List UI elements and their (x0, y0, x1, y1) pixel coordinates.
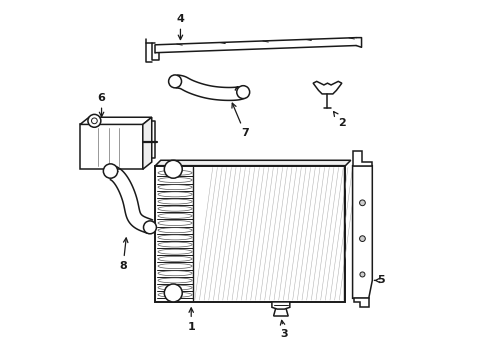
Circle shape (237, 86, 250, 99)
Polygon shape (353, 166, 372, 298)
Polygon shape (313, 81, 342, 94)
Circle shape (169, 75, 181, 88)
Polygon shape (155, 160, 351, 166)
Text: 6: 6 (98, 93, 105, 117)
Circle shape (164, 284, 182, 302)
Circle shape (103, 164, 118, 178)
Text: 1: 1 (187, 308, 195, 332)
Circle shape (360, 272, 365, 277)
Polygon shape (143, 117, 152, 169)
Polygon shape (354, 298, 368, 307)
Text: 5: 5 (375, 275, 385, 285)
Circle shape (164, 160, 182, 178)
Text: 4: 4 (176, 14, 184, 40)
Polygon shape (272, 302, 290, 309)
Polygon shape (80, 117, 152, 125)
Text: 3: 3 (280, 320, 288, 339)
Text: 7: 7 (232, 103, 249, 138)
Polygon shape (353, 151, 372, 166)
Text: 2: 2 (334, 112, 346, 128)
Bar (155, 166, 345, 302)
Text: 8: 8 (119, 238, 128, 271)
Circle shape (88, 114, 101, 127)
Circle shape (360, 200, 366, 206)
Circle shape (92, 118, 97, 124)
Circle shape (144, 221, 156, 234)
Circle shape (360, 236, 366, 242)
Bar (80, 125, 143, 169)
